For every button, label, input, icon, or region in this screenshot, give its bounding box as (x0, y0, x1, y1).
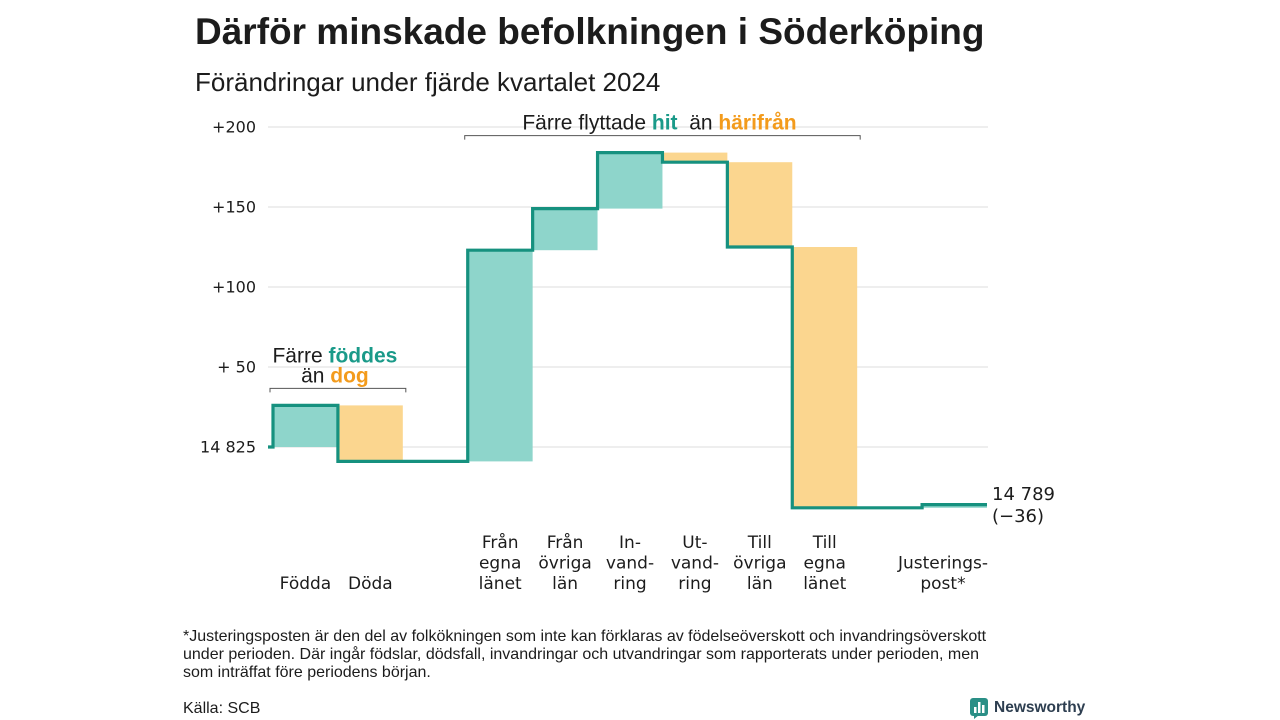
source-label: Källa: SCB (183, 700, 261, 717)
annotation-bracket (464, 135, 861, 140)
footnote: *Justeringsposten är den del av folkökni… (183, 628, 986, 682)
category-label-line: län (747, 574, 773, 594)
category-label-line: Från (547, 532, 584, 553)
category-label: Justerings-post* (897, 554, 988, 595)
bar-increase (597, 152, 663, 209)
category-label-line: Från (482, 532, 519, 553)
y-tick-labels: +200 +150 +100 + 50 14 825 (200, 118, 256, 457)
category-label-line: Justerings- (897, 554, 988, 574)
logo-wordmark: Newsworthy (994, 699, 1086, 716)
y-tick-label: + 50 (217, 358, 256, 377)
bar-increase (273, 405, 338, 447)
category-label: In-vand-ring (606, 533, 654, 594)
logo-icon-bar (974, 707, 977, 713)
category-label-line: Ut- (682, 533, 707, 553)
bar-chart-icon (970, 698, 988, 719)
category-label-line: In- (619, 533, 641, 553)
chart-title: Därför minskade befolkningen i Söderköpi… (195, 11, 985, 52)
bar-decrease (727, 162, 793, 247)
end-label: 14 789 (−36) (992, 484, 1055, 527)
annotation-segment: härifrån (718, 112, 796, 135)
running-total-line (268, 151, 987, 510)
annotation-text: Färre föddes (272, 344, 397, 367)
newsworthy-logo: Newsworthy (970, 697, 1085, 719)
category-label-line: övriga (538, 554, 591, 574)
category-label-line: vand- (671, 554, 719, 574)
footnote-line: under perioden. Där ingår födslar, dödsf… (183, 646, 980, 663)
category-label: Födda (280, 574, 332, 594)
logo-icon-tail (974, 715, 979, 719)
bar-decrease (337, 405, 403, 462)
logo-icon-bar (982, 705, 985, 713)
bar-increase (532, 208, 598, 251)
category-label-line: Till (747, 533, 772, 553)
y-tick-label: +100 (212, 278, 256, 297)
annotation-segment: än (301, 364, 330, 387)
bar-decrease (662, 152, 728, 163)
category-label: Döda (348, 574, 393, 594)
annotation-segment: än (678, 112, 719, 135)
category-label-line: länet (803, 574, 846, 594)
bar-decrease (792, 247, 858, 508)
category-label-line: egna (479, 554, 521, 574)
y-tick-label: 14 825 (200, 438, 256, 457)
annotation-text: än dog (301, 364, 369, 387)
category-label-line: ring (613, 574, 646, 594)
footnote-line: *Justeringsposten är den del av folkökni… (183, 628, 987, 645)
category-label: Ut-vand-ring (671, 533, 719, 594)
category-label: Från egna länet (479, 532, 522, 594)
end-change-label: (−36) (992, 506, 1044, 527)
category-label-line: Till (812, 533, 837, 553)
category-label-line: post* (920, 574, 965, 594)
y-tick-label: +200 (212, 118, 256, 137)
logo-icon-bar (978, 702, 981, 713)
category-label-line: län (552, 574, 578, 594)
chart-subtitle: Förändringar under fjärde kvartalet 2024 (195, 67, 661, 97)
category-label-line: Döda (348, 574, 393, 594)
y-tick-label: +150 (212, 198, 256, 217)
category-label-line: ring (678, 574, 711, 594)
annotation-segment: dog (330, 364, 368, 387)
category-label-line: vand- (606, 554, 654, 574)
category-label-line: Födda (280, 574, 332, 594)
bars (273, 152, 987, 508)
end-value-label: 14 789 (992, 484, 1055, 505)
category-label: Till övriga län (733, 533, 786, 594)
annotation-segment: Färre (272, 344, 328, 367)
annotation-segment: Färre flyttade (522, 112, 652, 135)
annotation-segment: föddes (328, 344, 397, 367)
category-label: Till egna länet (803, 533, 846, 594)
category-label-line: länet (479, 574, 522, 594)
category-label: Från övriga län (538, 532, 591, 594)
annotation-segment: hit (652, 112, 678, 135)
bar-increase (467, 250, 533, 462)
category-label-line: övriga (733, 554, 786, 574)
annotation-bracket (269, 387, 407, 393)
category-label-line: egna (804, 554, 846, 574)
annotation-text: Färre flyttade hit än härifrån (522, 112, 796, 135)
footnote-line: som inträffat före periodens början. (183, 664, 431, 681)
